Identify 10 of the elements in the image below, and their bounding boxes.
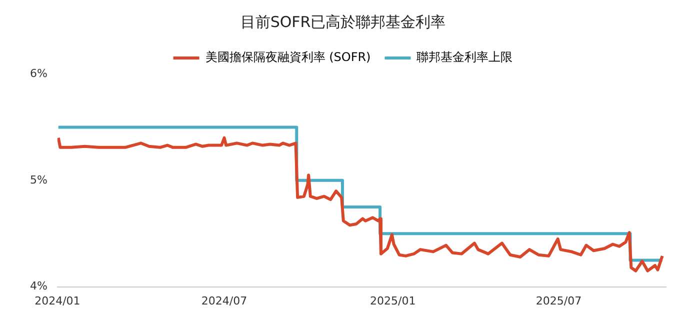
x-tick-label: 2024/07 [201,294,248,308]
y-tick-label: 4% [30,280,48,293]
legend-label: 美國擔保隔夜融資利率 (SOFR) [205,50,371,64]
x-tick-label: 2024/01 [34,294,80,308]
x-tick-label: 2025/07 [536,294,582,308]
y-tick-label: 5% [30,173,48,186]
legend-label: 聯邦基金利率上限 [416,50,513,64]
x-tick-label: 2025/01 [370,294,416,308]
y-tick-label: 6% [30,66,48,80]
chart-title: 目前SOFR已高於聯邦基金利率 [240,12,446,31]
